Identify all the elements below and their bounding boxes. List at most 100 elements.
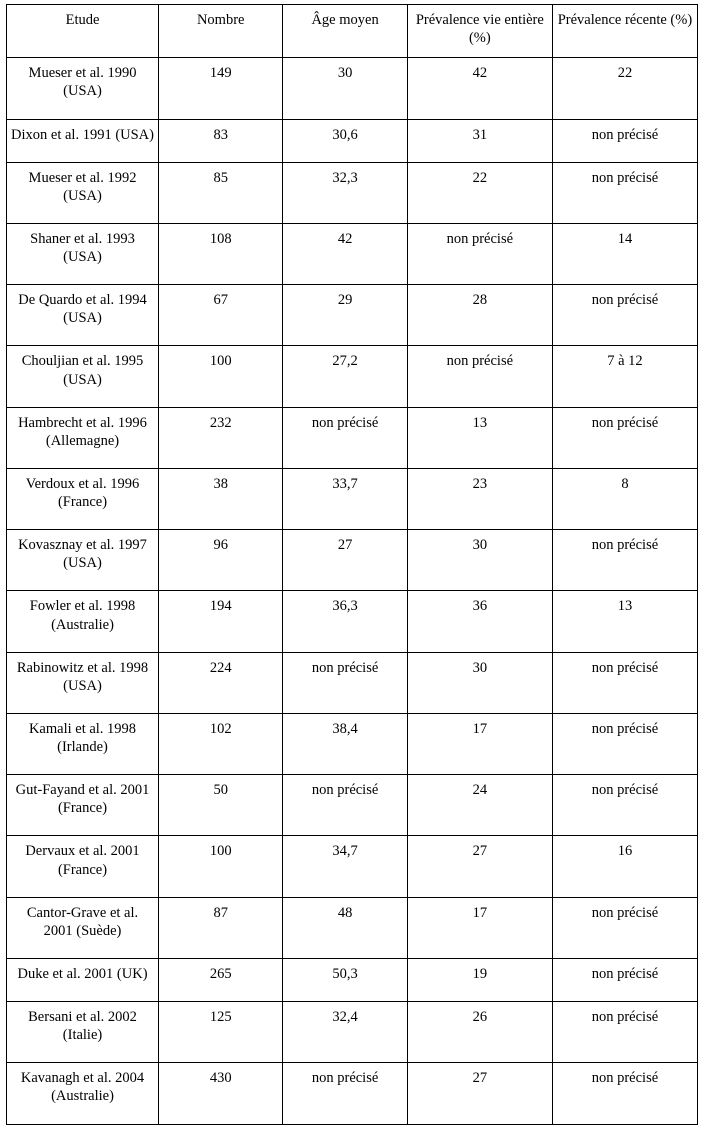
- cell-recent: 22: [552, 58, 697, 119]
- cell-etude: Kavanagh et al. 2004 (Australie): [7, 1063, 159, 1124]
- cell-etude: De Quardo et al. 1994 (USA): [7, 285, 159, 346]
- cell-recent: non précisé: [552, 285, 697, 346]
- cell-etude: Shaner et al. 1993 (USA): [7, 223, 159, 284]
- col-prevalence-recente: Prévalence récente (%): [552, 5, 697, 58]
- cell-nombre: 100: [159, 836, 283, 897]
- cell-etude: Kovasznay et al. 1997 (USA): [7, 530, 159, 591]
- cell-etude: Rabinowitz et al. 1998 (USA): [7, 652, 159, 713]
- cell-age: 30,6: [283, 119, 407, 162]
- cell-recent: non précisé: [552, 1063, 697, 1124]
- table-row: De Quardo et al. 1994 (USA)672928non pré…: [7, 285, 698, 346]
- cell-age: 42: [283, 223, 407, 284]
- cell-recent: non précisé: [552, 897, 697, 958]
- cell-age: 50,3: [283, 958, 407, 1001]
- cell-recent: non précisé: [552, 652, 697, 713]
- cell-etude: Kamali et al. 1998 (Irlande): [7, 713, 159, 774]
- cell-life: 17: [407, 897, 552, 958]
- table-row: Duke et al. 2001 (UK)26550,319non précis…: [7, 958, 698, 1001]
- cell-life: 31: [407, 119, 552, 162]
- cell-recent: non précisé: [552, 775, 697, 836]
- table-row: Kavanagh et al. 2004 (Australie)430non p…: [7, 1063, 698, 1124]
- cell-life: 42: [407, 58, 552, 119]
- cell-recent: 16: [552, 836, 697, 897]
- cell-age: 30: [283, 58, 407, 119]
- cell-age: 27: [283, 530, 407, 591]
- cell-recent: non précisé: [552, 713, 697, 774]
- cell-life: 19: [407, 958, 552, 1001]
- table-row: Rabinowitz et al. 1998 (USA)224non préci…: [7, 652, 698, 713]
- cell-recent: non précisé: [552, 162, 697, 223]
- table-row: Bersani et al. 2002 (Italie)12532,426non…: [7, 1002, 698, 1063]
- cell-etude: Cantor-Grave et al. 2001 (Suède): [7, 897, 159, 958]
- cell-life: 13: [407, 407, 552, 468]
- cell-nombre: 232: [159, 407, 283, 468]
- table-row: Verdoux et al. 1996 (France)3833,7238: [7, 468, 698, 529]
- cell-life: 26: [407, 1002, 552, 1063]
- table-body: Mueser et al. 1990 (USA)149304222Dixon e…: [7, 58, 698, 1124]
- cell-etude: Dixon et al. 1991 (USA): [7, 119, 159, 162]
- table-row: Mueser et al. 1990 (USA)149304222: [7, 58, 698, 119]
- cell-nombre: 102: [159, 713, 283, 774]
- cell-recent: non précisé: [552, 119, 697, 162]
- cell-etude: Hambrecht et al. 1996 (Allemagne): [7, 407, 159, 468]
- table-row: Hambrecht et al. 1996 (Allemagne)232 non …: [7, 407, 698, 468]
- page-container: Etude Nombre Âge moyen Prévalence vie en…: [0, 0, 704, 918]
- cell-age: non précisé: [283, 1063, 407, 1124]
- cell-etude: Fowler et al. 1998 (Australie): [7, 591, 159, 652]
- table-header: Etude Nombre Âge moyen Prévalence vie en…: [7, 5, 698, 58]
- cell-nombre: 50: [159, 775, 283, 836]
- studies-table: Etude Nombre Âge moyen Prévalence vie en…: [6, 4, 698, 1125]
- cell-nombre: 149: [159, 58, 283, 119]
- table-row: Fowler et al. 1998 (Australie)19436,3361…: [7, 591, 698, 652]
- table-row: Chouljian et al. 1995 (USA)10027,2non pr…: [7, 346, 698, 407]
- cell-life: 28: [407, 285, 552, 346]
- cell-life: non précisé: [407, 223, 552, 284]
- col-etude: Etude: [7, 5, 159, 58]
- cell-life: 23: [407, 468, 552, 529]
- cell-age: 29: [283, 285, 407, 346]
- cell-nombre: 265: [159, 958, 283, 1001]
- cell-life: 27: [407, 836, 552, 897]
- table-row: Kamali et al. 1998 (Irlande)10238,417non…: [7, 713, 698, 774]
- cell-etude: Verdoux et al. 1996 (France): [7, 468, 159, 529]
- table-row: Cantor-Grave et al. 2001 (Suède)874817no…: [7, 897, 698, 958]
- col-nombre: Nombre: [159, 5, 283, 58]
- cell-age: 27,2: [283, 346, 407, 407]
- cell-age: 38,4: [283, 713, 407, 774]
- col-prevalence-vie: Prévalence vie entière (%): [407, 5, 552, 58]
- col-age-moyen: Âge moyen: [283, 5, 407, 58]
- cell-nombre: 108: [159, 223, 283, 284]
- cell-life: 17: [407, 713, 552, 774]
- cell-recent: non précisé: [552, 958, 697, 1001]
- cell-recent: 13: [552, 591, 697, 652]
- cell-life: 27: [407, 1063, 552, 1124]
- cell-nombre: 38: [159, 468, 283, 529]
- cell-nombre: 100: [159, 346, 283, 407]
- cell-etude: Duke et al. 2001 (UK): [7, 958, 159, 1001]
- cell-nombre: 125: [159, 1002, 283, 1063]
- cell-nombre: 194: [159, 591, 283, 652]
- table-row: Mueser et al. 1992 (USA)8532,322non préc…: [7, 162, 698, 223]
- cell-recent: non précisé: [552, 407, 697, 468]
- cell-age: non précisé: [283, 652, 407, 713]
- table-row: Kovasznay et al. 1997 (USA)962730non pré…: [7, 530, 698, 591]
- cell-recent: 8: [552, 468, 697, 529]
- cell-nombre: 96: [159, 530, 283, 591]
- cell-age: 36,3: [283, 591, 407, 652]
- cell-etude: Dervaux et al. 2001 (France): [7, 836, 159, 897]
- cell-life: 24: [407, 775, 552, 836]
- cell-recent: 7 à 12: [552, 346, 697, 407]
- cell-age: non précisé: [283, 775, 407, 836]
- cell-etude: Gut-Fayand et al. 2001 (France): [7, 775, 159, 836]
- cell-nombre: 224: [159, 652, 283, 713]
- table-row: Shaner et al. 1993 (USA)10842non précisé…: [7, 223, 698, 284]
- cell-nombre: 83: [159, 119, 283, 162]
- cell-nombre: 67: [159, 285, 283, 346]
- cell-etude: Mueser et al. 1992 (USA): [7, 162, 159, 223]
- cell-age: 33,7: [283, 468, 407, 529]
- cell-recent: 14: [552, 223, 697, 284]
- cell-nombre: 87: [159, 897, 283, 958]
- cell-etude: Chouljian et al. 1995 (USA): [7, 346, 159, 407]
- cell-life: 22: [407, 162, 552, 223]
- table-row: Gut-Fayand et al. 2001 (France)50non pré…: [7, 775, 698, 836]
